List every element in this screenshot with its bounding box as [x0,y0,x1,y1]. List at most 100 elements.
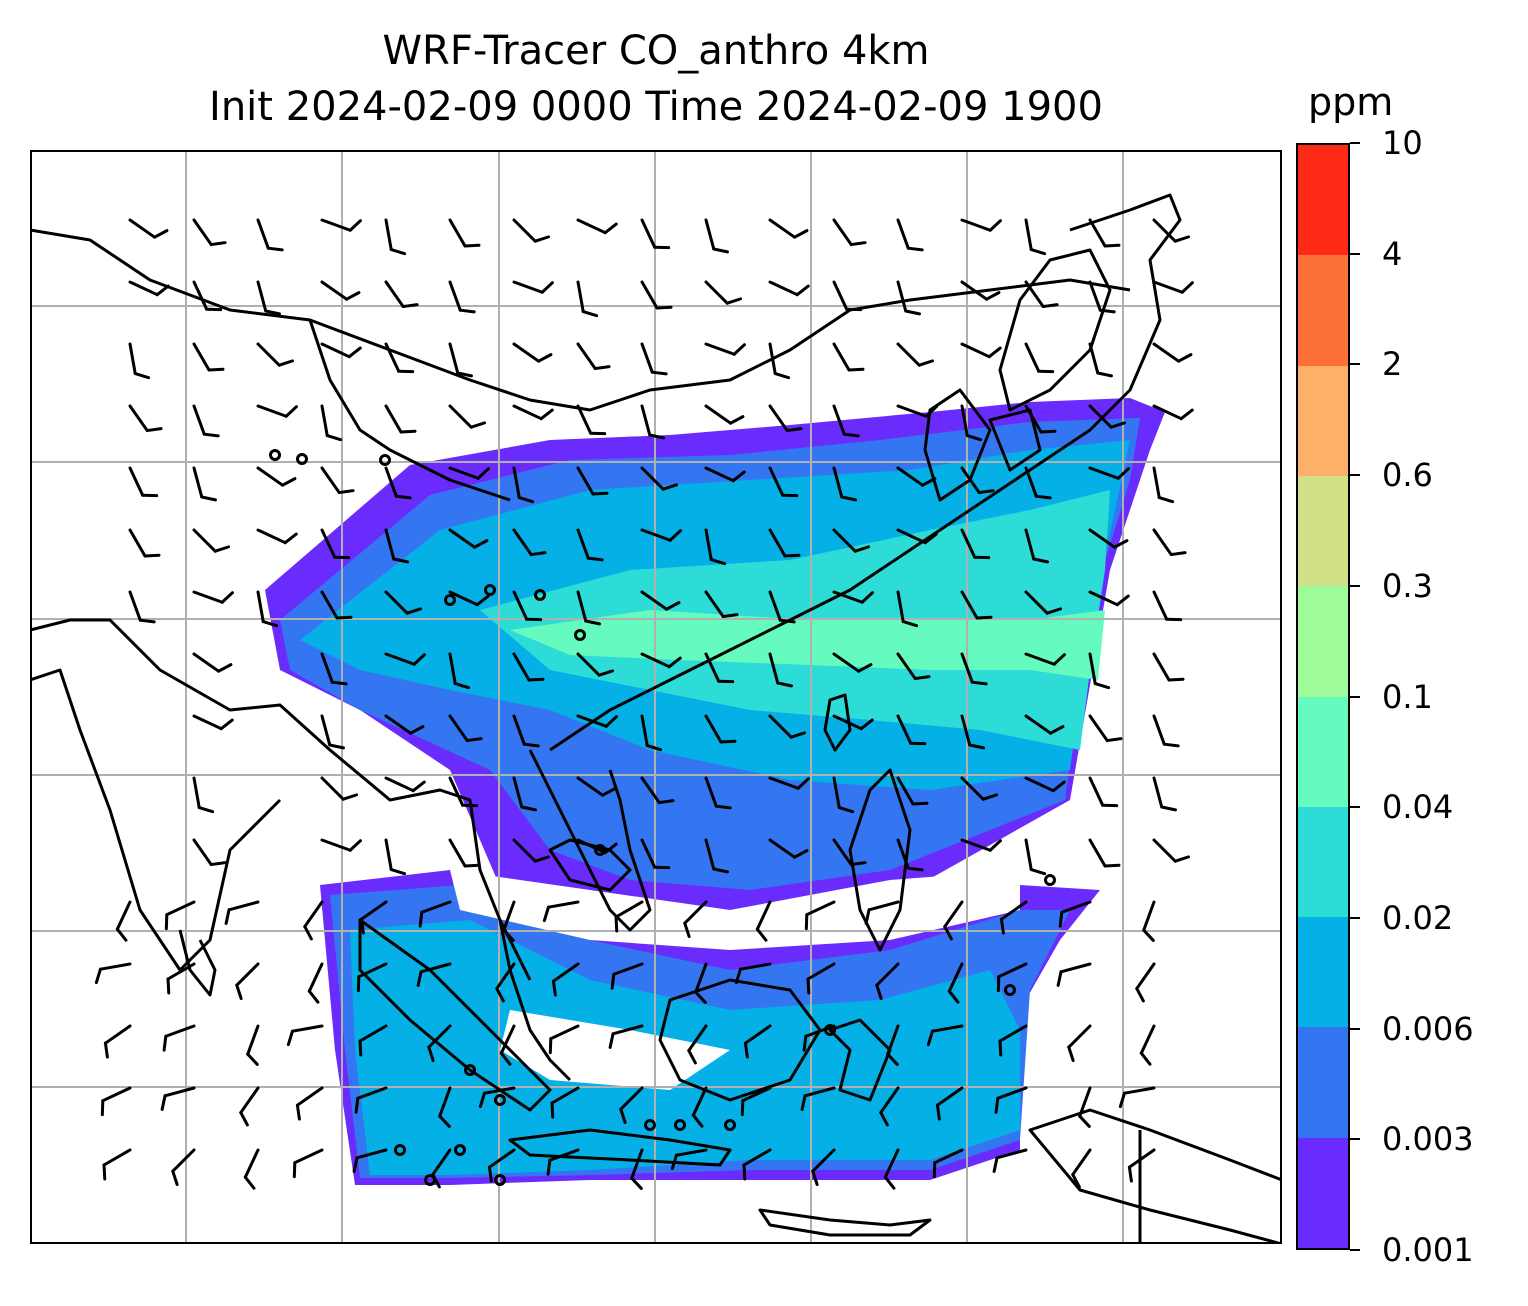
wind-barb-shaft [576,590,588,623]
wind-barb [128,280,170,297]
wind-barb-shaft [320,590,339,620]
wind-barb-shaft [438,1086,452,1118]
wind-barb [320,528,351,560]
wind-barb-flag [264,309,281,316]
wind-barb [879,1086,900,1127]
wind-barb-shaft [1152,280,1184,294]
colorbar-tick-label: 0.006 [1382,1009,1474,1048]
wind-barb [896,404,938,418]
wind-barb-flag [330,680,348,686]
wind-barb-shaft [1152,528,1173,557]
wind-barb-shaft [960,342,991,359]
wind-barb-flag [1109,421,1127,429]
wind-barb-flag [879,1111,889,1127]
wind-barb [694,962,708,1004]
wind-barb-shaft [192,218,213,247]
wind-barb-flag [1173,855,1191,863]
wind-barb-flag [921,477,937,487]
wind-barb-shaft [704,838,716,871]
wind-barb-shaft [128,280,159,297]
calm-wind-circle [269,449,281,461]
wind-barb-flag [1177,353,1193,363]
wind-barb-shaft [640,590,669,611]
wind-barb-flag [1039,429,1057,434]
wind-barb-shaft [930,1024,964,1033]
colorbar-tick [1350,142,1360,144]
wind-barb-shaft [448,466,480,480]
wind-barb-shaft [704,280,729,305]
wind-barb [320,652,348,686]
wind-barb [384,652,426,666]
wind-barb [998,1024,1028,1057]
wind-barb-flag [734,967,742,985]
wind-barb-shaft [448,590,479,607]
wind-barb-flag [399,429,417,434]
wind-barb [896,838,924,872]
wind-barb-flag [1135,987,1145,1003]
wind-barb-flag [917,359,935,367]
wind-barb [640,838,671,870]
wind-barb-shaft [1088,466,1120,480]
colorbar-tick-label: 0.001 [1382,1231,1474,1269]
wind-barb-flag [533,855,551,863]
wind-barb-shaft [755,900,772,931]
wind-barb [704,590,739,619]
calm-wind-circle [594,844,606,856]
wind-barb [960,404,983,442]
wind-barb-shaft [420,900,452,914]
wind-barb-flag [303,925,313,941]
wind-barb-shaft [512,776,524,809]
wind-barb-flag [842,432,860,438]
wind-barb-flag [712,247,729,254]
colorbar-tick-label: 0.6 [1382,456,1433,495]
wind-barb-shaft [960,776,985,801]
wind-barb [992,1148,1028,1173]
wind-barb [1088,404,1127,429]
wind-barb-shaft [998,1024,1028,1043]
wind-barb [384,776,426,793]
wind-barb-flag [1052,653,1066,666]
wind-barb-flag [796,777,810,790]
wind-barb [1152,838,1191,863]
coastline-segment [658,978,822,1102]
colorbar-tick-label: 4 [1382,234,1403,273]
wind-barb [512,652,545,682]
wind-barb-shaft [246,1024,260,1056]
wind-barb-flag [924,405,938,418]
wind-barb [576,218,618,235]
wind-barb-flag [502,928,515,942]
wind-barb-shaft [384,342,401,373]
wind-barb-flag [171,1169,179,1187]
wind-barb-flag [904,309,921,316]
wind-barb [256,342,295,367]
colorbar-tick-label: 0.02 [1382,898,1454,937]
wind-barb [768,776,810,790]
wind-barb-flag [478,1091,486,1109]
wind-barb-flag [965,434,983,442]
wind-barb-flag [1058,910,1064,928]
wind-barb-flag [213,545,231,553]
wind-barb-shaft [1060,900,1092,914]
wind-barb [115,900,132,942]
wind-barb [640,652,682,669]
colorbar-segment [1298,806,1348,918]
wind-barb-flag [335,615,353,620]
wind-barb-flag [220,591,234,604]
wind-barb-flag [883,1175,896,1190]
wind-barb [551,962,580,997]
wind-barb-shaft [704,218,716,251]
wind-barb [499,1024,516,1066]
wind-barb [171,1148,196,1187]
wind-barb [935,1086,964,1121]
colorbar-tick [1350,695,1360,698]
wind-barb-shaft [960,528,977,559]
wind-barb-shaft [896,404,928,418]
wind-barb [610,962,644,990]
wind-barb [256,218,284,252]
wind-barb [704,280,743,305]
wind-barb [192,776,215,814]
wind-barb-shaft [448,652,457,686]
wind-barb-flag [1034,494,1052,500]
wind-barb-flag [197,806,215,814]
wind-barb-shaft [384,404,403,434]
